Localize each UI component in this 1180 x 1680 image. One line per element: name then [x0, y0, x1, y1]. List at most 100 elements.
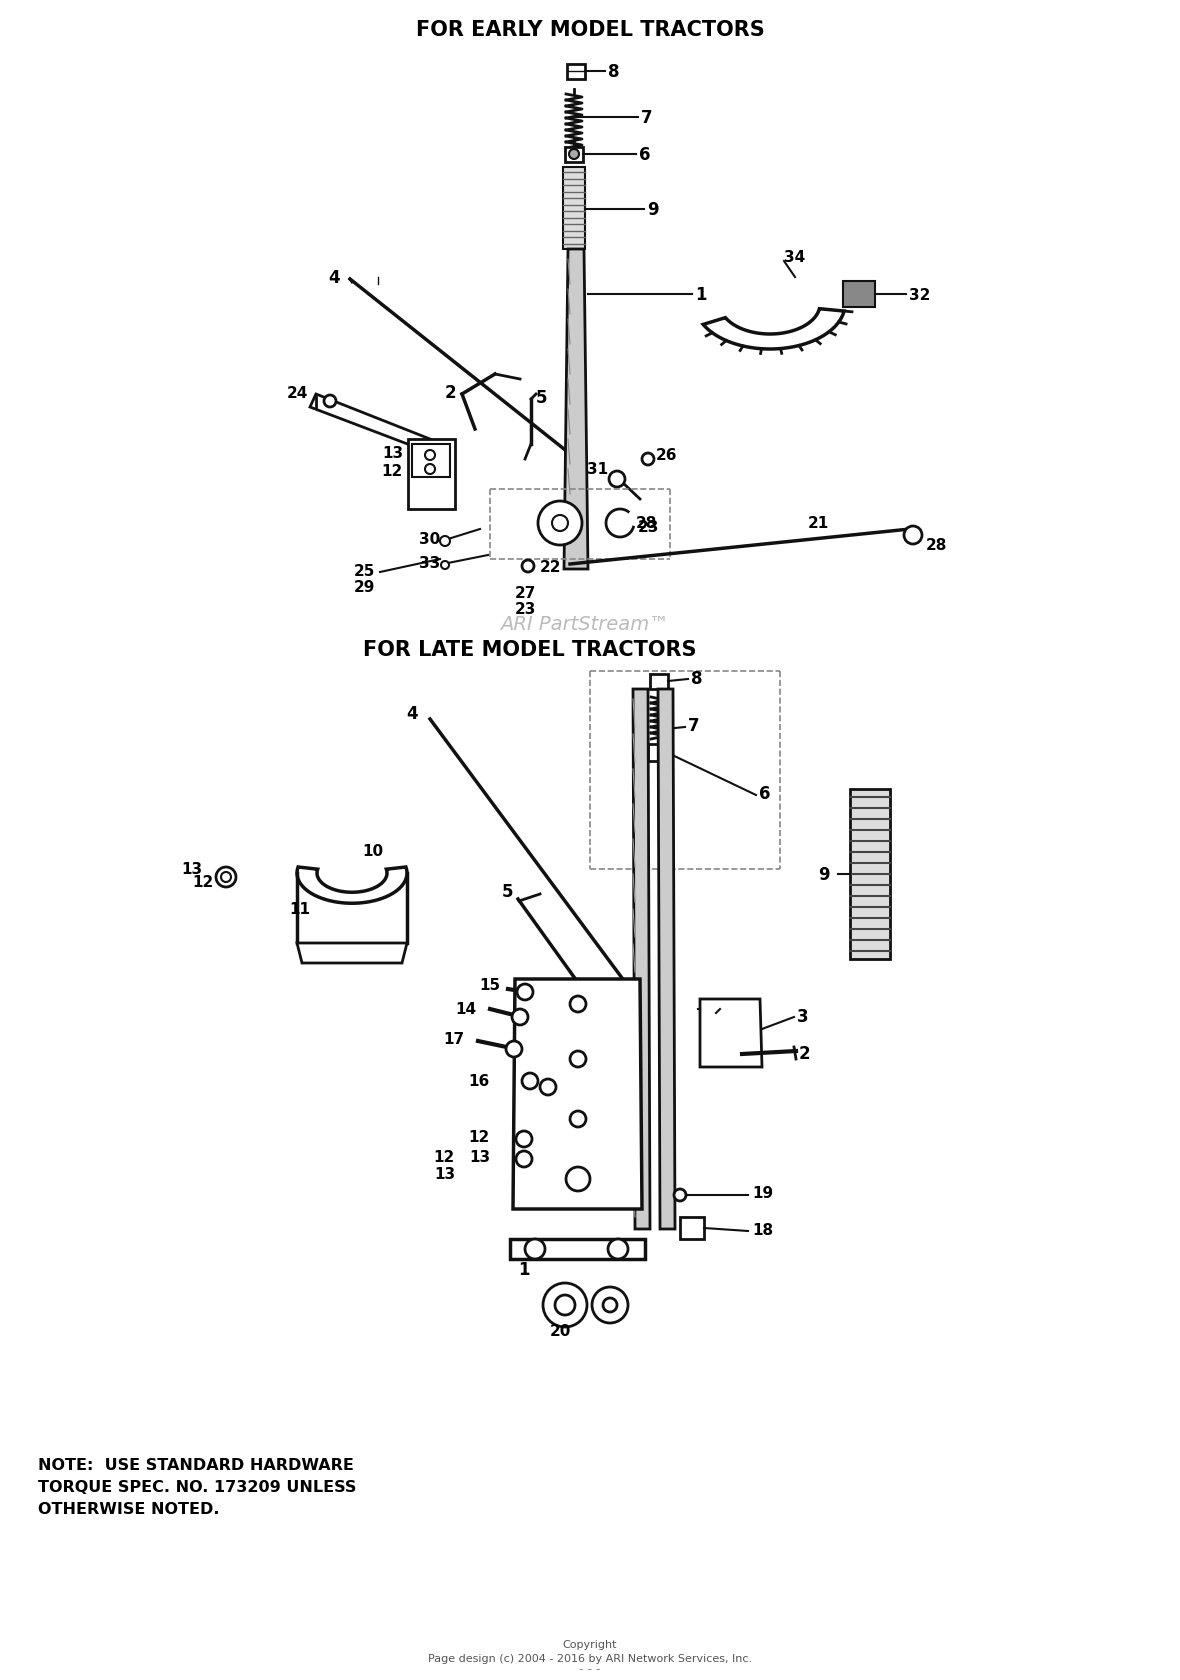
Circle shape — [570, 1052, 586, 1067]
Text: 4: 4 — [328, 269, 340, 287]
Polygon shape — [680, 1218, 704, 1240]
Circle shape — [512, 1010, 527, 1025]
Text: 1: 1 — [518, 1260, 530, 1278]
Text: 9: 9 — [647, 202, 658, 218]
Circle shape — [425, 450, 435, 460]
Polygon shape — [650, 675, 668, 689]
Circle shape — [603, 1299, 617, 1312]
Circle shape — [642, 454, 654, 465]
Text: 28: 28 — [636, 516, 657, 531]
Text: 7: 7 — [641, 109, 653, 128]
Text: 20: 20 — [550, 1324, 571, 1339]
Text: 34: 34 — [784, 250, 805, 265]
Circle shape — [609, 472, 625, 487]
Polygon shape — [310, 395, 430, 452]
Text: 15: 15 — [479, 978, 500, 993]
Polygon shape — [700, 1000, 762, 1067]
Text: 28: 28 — [926, 538, 948, 553]
Circle shape — [425, 465, 435, 475]
Text: 12: 12 — [434, 1149, 455, 1164]
Circle shape — [517, 984, 533, 1000]
Circle shape — [592, 1287, 628, 1324]
Polygon shape — [297, 944, 407, 963]
Text: 13: 13 — [468, 1149, 490, 1164]
Text: Copyright
Page design (c) 2004 - 2016 by ARI Network Services, Inc.: Copyright Page design (c) 2004 - 2016 by… — [428, 1640, 752, 1663]
Text: 10: 10 — [362, 843, 384, 858]
Circle shape — [904, 528, 922, 544]
Text: 14: 14 — [454, 1001, 476, 1016]
Text: 8: 8 — [608, 62, 620, 81]
Text: 8: 8 — [691, 670, 702, 687]
Text: 21: 21 — [808, 516, 830, 531]
Polygon shape — [412, 445, 450, 477]
Text: 24: 24 — [287, 385, 308, 400]
Circle shape — [522, 1074, 538, 1089]
Polygon shape — [843, 282, 876, 307]
Circle shape — [525, 1240, 545, 1260]
Circle shape — [570, 1112, 586, 1127]
Circle shape — [543, 1284, 586, 1327]
Text: 2: 2 — [445, 383, 455, 402]
Text: 33: 33 — [419, 554, 440, 570]
Text: 13: 13 — [382, 445, 404, 460]
Circle shape — [674, 1189, 686, 1201]
Polygon shape — [568, 66, 585, 81]
Circle shape — [516, 1151, 532, 1168]
Text: 27: 27 — [514, 586, 536, 601]
Text: NOTE:  USE STANDARD HARDWARE
TORQUE SPEC. NO. 173209 UNLESS
OTHERWISE NOTED.: NOTE: USE STANDARD HARDWARE TORQUE SPEC.… — [38, 1457, 356, 1517]
Text: 12: 12 — [382, 464, 404, 479]
Text: 25: 25 — [354, 564, 375, 580]
Text: 3: 3 — [796, 1008, 808, 1025]
Polygon shape — [632, 689, 650, 1230]
Circle shape — [221, 872, 231, 882]
Text: 23: 23 — [514, 601, 536, 617]
Circle shape — [555, 1295, 575, 1315]
Text: 1: 1 — [695, 286, 707, 304]
Text: 6: 6 — [640, 146, 650, 165]
Polygon shape — [565, 148, 583, 163]
Text: 6: 6 — [759, 785, 771, 803]
Circle shape — [608, 1240, 628, 1260]
Polygon shape — [510, 1240, 645, 1260]
Polygon shape — [564, 250, 588, 570]
Text: 16: 16 — [468, 1074, 490, 1089]
Circle shape — [441, 561, 450, 570]
Circle shape — [569, 150, 579, 160]
Polygon shape — [297, 867, 407, 904]
Text: 26: 26 — [656, 447, 677, 462]
Text: 12: 12 — [468, 1131, 490, 1144]
Text: 30: 30 — [419, 533, 440, 548]
Text: 17: 17 — [442, 1032, 464, 1047]
Polygon shape — [408, 440, 455, 509]
Text: 19: 19 — [752, 1186, 773, 1201]
Circle shape — [440, 536, 450, 546]
Circle shape — [506, 1042, 522, 1057]
Text: 5: 5 — [536, 388, 548, 407]
Polygon shape — [658, 689, 675, 1230]
Circle shape — [552, 516, 568, 531]
Circle shape — [540, 1079, 556, 1095]
Text: 2: 2 — [799, 1045, 811, 1062]
Polygon shape — [703, 309, 844, 349]
Text: FOR EARLY MODEL TRACTORS: FOR EARLY MODEL TRACTORS — [415, 20, 765, 40]
Text: 29: 29 — [354, 580, 375, 595]
Circle shape — [216, 867, 236, 887]
Text: ARI PartStream™: ARI PartStream™ — [500, 615, 669, 633]
Text: 7: 7 — [688, 717, 700, 734]
Text: 18: 18 — [752, 1223, 773, 1238]
Polygon shape — [850, 790, 890, 959]
Text: 13: 13 — [181, 862, 202, 877]
Text: 4: 4 — [406, 704, 418, 722]
Circle shape — [538, 502, 582, 546]
Polygon shape — [563, 168, 585, 250]
Text: 31: 31 — [586, 462, 608, 477]
Circle shape — [324, 396, 336, 408]
Text: 12: 12 — [192, 875, 214, 890]
Text: 9: 9 — [819, 865, 830, 884]
Text: - - -: - - - — [579, 1663, 601, 1675]
Circle shape — [516, 1131, 532, 1147]
Circle shape — [566, 1168, 590, 1191]
Text: 11: 11 — [289, 902, 310, 917]
Text: 23: 23 — [638, 519, 660, 534]
Text: 5: 5 — [502, 882, 513, 900]
